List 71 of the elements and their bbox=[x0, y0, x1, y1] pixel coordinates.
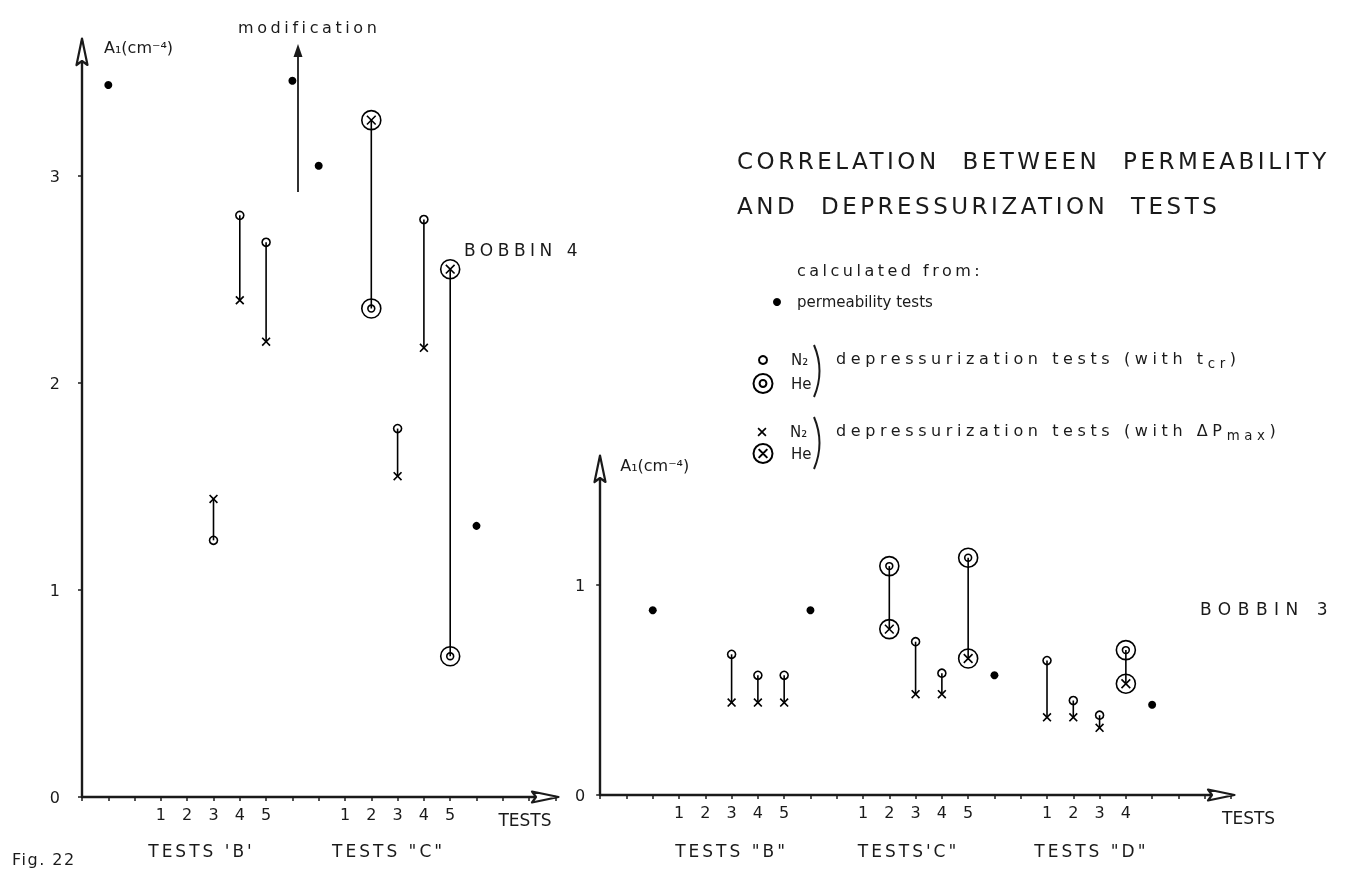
text: modification bbox=[238, 18, 381, 38]
x-tick-label: 4 bbox=[418, 804, 429, 824]
point bbox=[1148, 700, 1157, 709]
point bbox=[990, 671, 999, 680]
x-tick-label: 4 bbox=[936, 802, 947, 822]
point bbox=[392, 423, 403, 434]
point bbox=[1094, 710, 1105, 720]
point bbox=[235, 295, 245, 305]
y-tick-label: 1 bbox=[49, 580, 60, 600]
point bbox=[208, 535, 219, 546]
point bbox=[472, 521, 481, 530]
x-tick-label: 3 bbox=[1094, 802, 1105, 822]
caption: Fig. 22 bbox=[12, 850, 76, 870]
legend-title: calculated from: bbox=[797, 261, 984, 281]
legend-label: N₂ bbox=[791, 351, 809, 369]
x-tick-label: 5 bbox=[445, 804, 456, 824]
point bbox=[727, 698, 737, 708]
annotation: BOBBIN 4 bbox=[464, 240, 583, 261]
x-tick-label: 1 bbox=[1041, 802, 1053, 822]
legend-label: N₂ bbox=[790, 423, 808, 441]
x-tick-label: 4 bbox=[1120, 802, 1131, 822]
x-tick-label: 5 bbox=[963, 802, 974, 822]
x-tick-label: 1 bbox=[673, 802, 685, 822]
text: depressurization tests (with t$_{cr}$) bbox=[836, 349, 1241, 373]
x-tick-label: 1 bbox=[339, 804, 351, 824]
text: TESTS "B" bbox=[675, 841, 788, 862]
x-tick-label: 5 bbox=[261, 804, 272, 824]
text: TESTS "D" bbox=[1034, 841, 1149, 862]
y-tick-label: 3 bbox=[49, 166, 60, 186]
point bbox=[104, 80, 113, 89]
point bbox=[937, 689, 947, 699]
x-tick-label: 3 bbox=[208, 804, 219, 824]
legend-label: permeability tests bbox=[797, 293, 934, 311]
x-axis-title: TESTS bbox=[497, 809, 552, 830]
y-tick-label: 2 bbox=[49, 373, 60, 393]
point bbox=[879, 618, 900, 640]
text: depressurization tests (with ΔP$_{max}$) bbox=[836, 421, 1281, 445]
x-tick-label: 2 bbox=[182, 804, 193, 824]
text: TESTS "C" bbox=[332, 841, 446, 862]
y-axis-title: A₁(cm⁻⁴) bbox=[620, 455, 690, 475]
text: TESTS'C" bbox=[857, 841, 960, 862]
point bbox=[1068, 712, 1078, 722]
point bbox=[648, 606, 657, 615]
x-axis-title: TESTS bbox=[1221, 807, 1276, 828]
text: TESTS 'B' bbox=[148, 841, 255, 862]
y-axis-title: A₁(cm⁻⁴) bbox=[104, 38, 174, 57]
point bbox=[910, 636, 921, 647]
x-tick-label: 3 bbox=[392, 804, 403, 824]
point bbox=[419, 343, 429, 353]
legend-label: He bbox=[791, 444, 812, 463]
x-tick-label: 3 bbox=[726, 802, 737, 822]
x-tick-label: 2 bbox=[366, 804, 377, 824]
x-tick-label: 2 bbox=[1068, 802, 1079, 822]
point bbox=[361, 109, 382, 131]
point bbox=[314, 161, 323, 170]
point bbox=[726, 649, 737, 660]
y-tick-label: 0 bbox=[49, 787, 60, 807]
x-tick-label: 2 bbox=[884, 802, 895, 822]
x-tick-label: 4 bbox=[234, 804, 245, 824]
x-tick-label: 1 bbox=[155, 804, 166, 824]
x-tick-label: 5 bbox=[779, 802, 790, 822]
chart-title: CORRELATION BETWEEN PERMEABILITY AND DEPRESSURIZATION TESTS bbox=[737, 147, 1331, 221]
point bbox=[288, 76, 297, 85]
x-tick-label: 4 bbox=[752, 802, 763, 822]
legend-label: He bbox=[791, 374, 812, 393]
x-tick-label: 3 bbox=[910, 802, 921, 822]
point bbox=[806, 606, 815, 615]
y-tick-label: 0 bbox=[574, 785, 586, 805]
x-tick-label: 1 bbox=[857, 802, 869, 822]
x-tick-label: 2 bbox=[700, 802, 711, 822]
annotation: BOBBIN 3 bbox=[1200, 599, 1335, 620]
